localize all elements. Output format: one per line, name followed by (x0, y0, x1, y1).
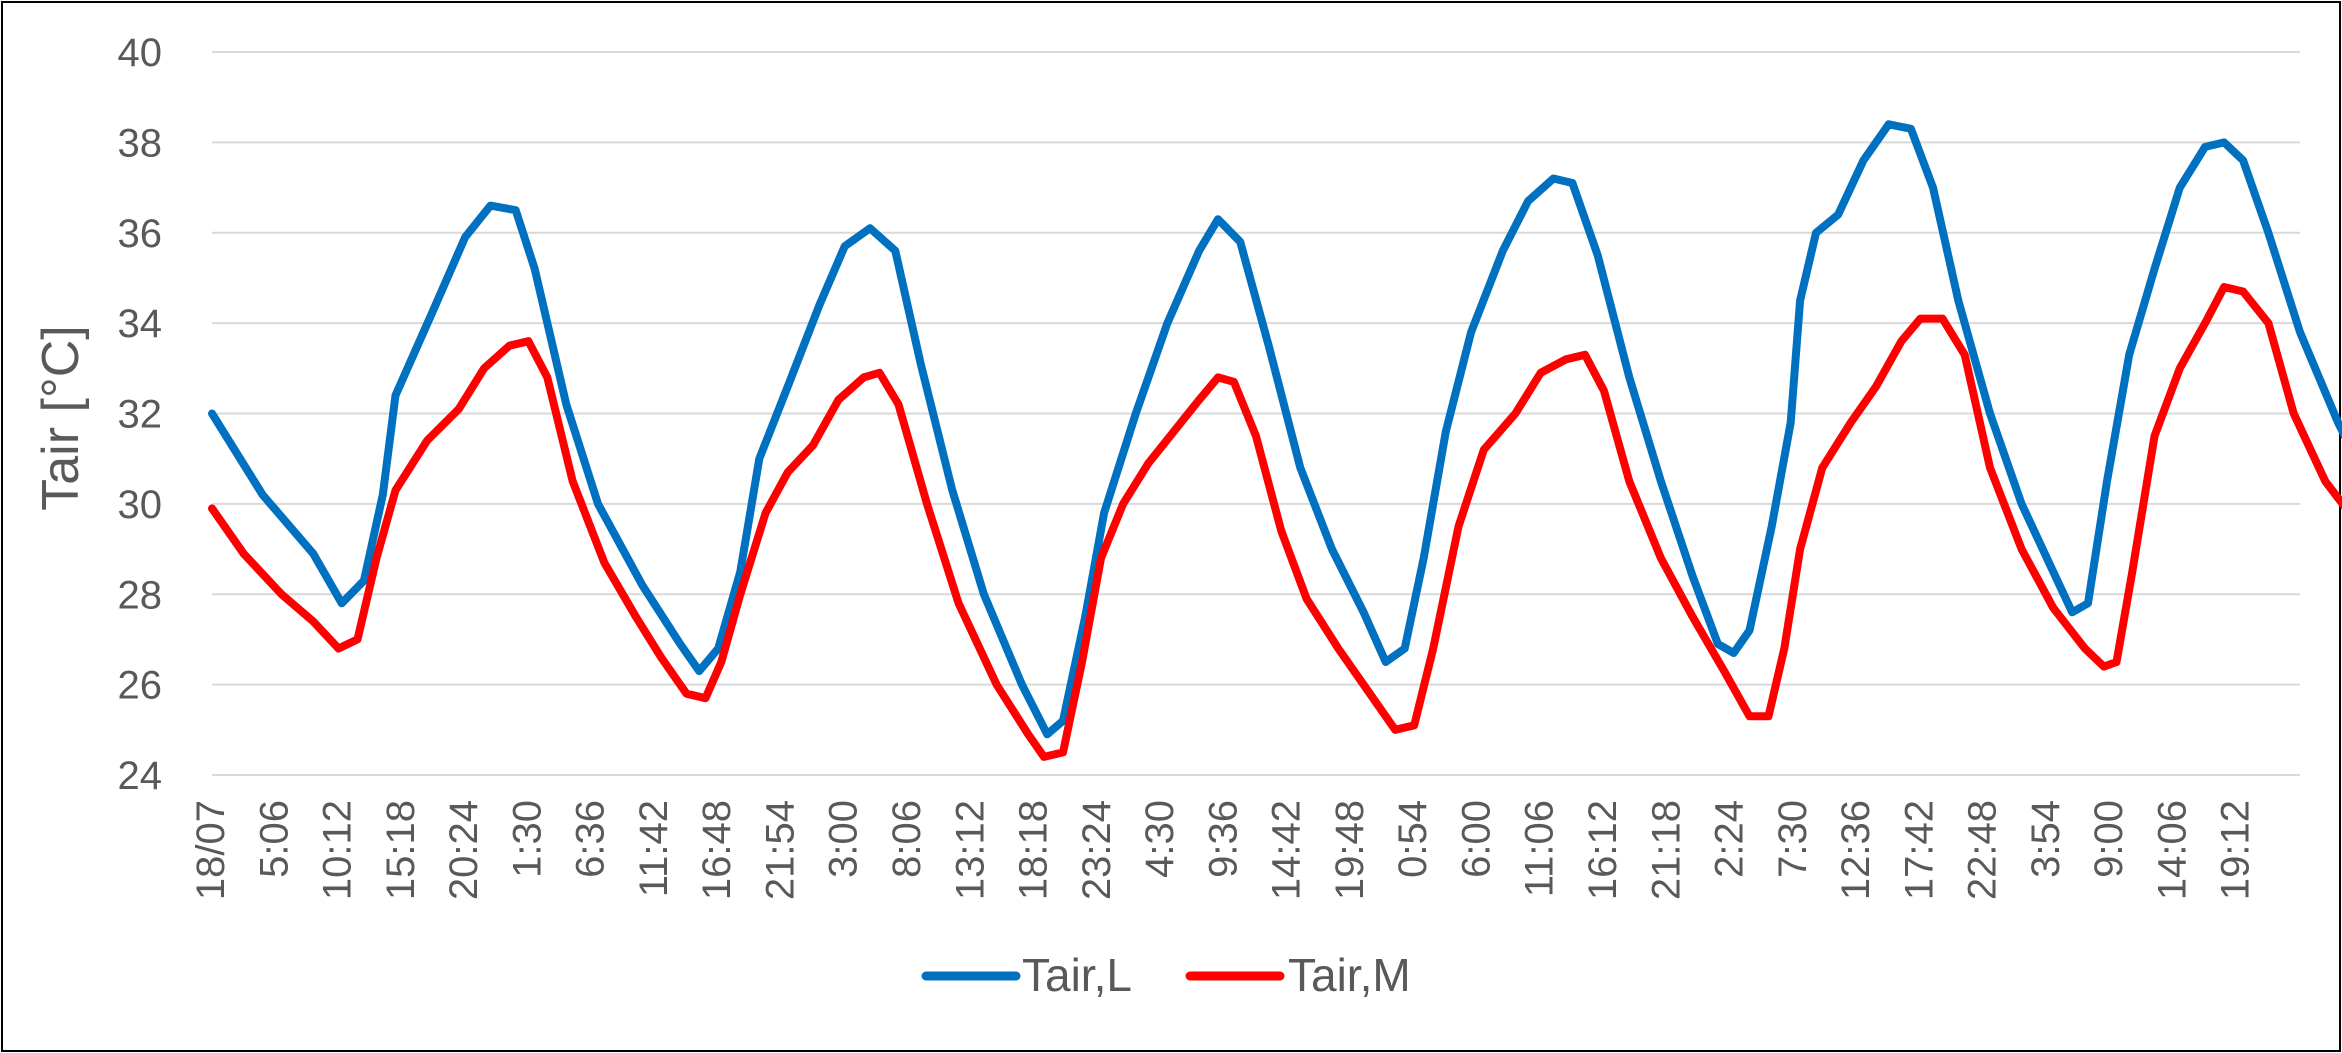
x-tick-label: 6:36 (569, 800, 613, 878)
y-tick-label: 38 (118, 121, 163, 165)
x-tick-label: 23:24 (1075, 800, 1119, 900)
x-tick-label: 22:48 (1961, 800, 2005, 900)
x-tick-label: 9:36 (1201, 800, 1245, 878)
x-tick-label: 10:12 (316, 800, 360, 900)
x-tick-label: 18/07 (189, 800, 233, 900)
x-tick-label: 18:18 (1012, 800, 1056, 900)
series-line-tair-m (208, 283, 2342, 761)
x-tick-label: 11:06 (1518, 800, 1562, 897)
x-tick-label: 7:30 (1771, 800, 1815, 878)
x-tick-label: 20:24 (442, 800, 486, 900)
legend-label-tair-m: Tair,M (1288, 949, 1411, 1001)
x-tick-label: 19:48 (1328, 800, 1372, 900)
y-tick-label: 40 (118, 31, 163, 75)
y-axis-ticks: 24 26 28 30 32 34 36 38 40 (118, 31, 163, 798)
x-tick-label: 12:36 (1834, 800, 1878, 900)
x-tick-label: 6:00 (1454, 800, 1498, 878)
y-tick-label: 36 (118, 212, 163, 256)
y-tick-label: 34 (118, 302, 163, 346)
x-tick-label: 16:48 (695, 800, 739, 900)
series-line-tair-l (208, 120, 2342, 739)
x-tick-label: 3:54 (2024, 800, 2068, 878)
x-axis-ticks: 18/07 5:06 10:12 15:18 20:24 1:30 6:36 11:42 16:… (189, 800, 2258, 900)
y-axis-title: Tair [°C] (32, 325, 90, 510)
x-tick-label: 2:24 (1708, 800, 1752, 878)
x-tick-label: 13:12 (948, 800, 992, 900)
x-tick-label: 1:30 (505, 800, 549, 878)
x-tick-label: 16:12 (1581, 800, 1625, 900)
y-tick-label: 32 (118, 393, 163, 437)
y-tick-label: 28 (118, 573, 163, 617)
x-tick-label: 0:54 (1391, 800, 1435, 878)
x-tick-label: 21:18 (1644, 800, 1688, 900)
x-tick-label: 4:30 (1138, 800, 1182, 878)
x-tick-label: 21:54 (758, 800, 802, 900)
y-tick-label: 30 (118, 483, 163, 527)
x-tick-label: 8:06 (885, 800, 929, 878)
y-tick-label: 26 (118, 664, 163, 708)
x-tick-label: 19:12 (2214, 800, 2258, 900)
legend: Tair,L Tair,M (921, 949, 1411, 1001)
legend-label-tair-l: Tair,L (1022, 949, 1132, 1001)
x-tick-label: 14:06 (2150, 800, 2194, 900)
series-lines (208, 120, 2342, 761)
x-tick-label: 9:00 (2087, 800, 2131, 878)
x-tick-label: 3:00 (822, 800, 866, 878)
x-tick-label: 15:18 (379, 800, 423, 900)
x-tick-label: 17:42 (1897, 800, 1941, 900)
y-tick-label: 24 (118, 754, 163, 798)
x-tick-label: 14:42 (1265, 800, 1309, 900)
gridlines (212, 51, 2300, 776)
x-tick-label: 11:42 (632, 800, 676, 897)
x-tick-label: 5:06 (252, 800, 296, 878)
